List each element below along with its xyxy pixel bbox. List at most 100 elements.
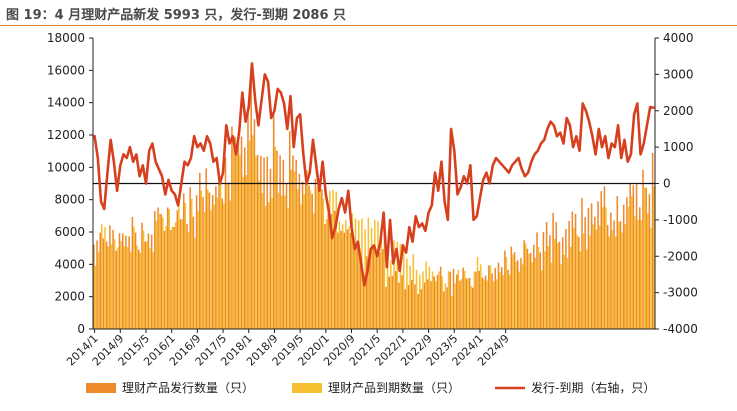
issued-bar — [433, 276, 436, 329]
matured-bar — [145, 241, 148, 329]
issued-bar — [195, 195, 198, 329]
matured-bar — [470, 285, 472, 329]
matured-bar — [274, 146, 276, 329]
matured-bar — [441, 276, 443, 329]
issued-bar — [247, 106, 249, 329]
issued-bar — [545, 221, 548, 329]
matured-bar — [547, 246, 549, 329]
issued-bar — [253, 119, 256, 330]
matured-bar — [104, 227, 106, 329]
net-line-group — [93, 62, 655, 287]
issued-bar — [491, 273, 493, 329]
matured-bar — [393, 240, 395, 329]
issued-bar — [642, 169, 644, 329]
issued-bar — [250, 81, 252, 329]
matured-bar — [483, 279, 485, 329]
matured-bar — [508, 274, 511, 329]
matured-bar — [300, 204, 302, 329]
matured-bar — [165, 226, 167, 329]
right-tick-label: -2000 — [663, 249, 698, 263]
chart-title: 图 19：4 月理财产品新发 5993 只，发行-到期 2086 只 — [6, 8, 347, 23]
right-tick-label: 0 — [663, 177, 671, 191]
matured-bar — [117, 247, 119, 329]
issued-bar — [594, 216, 596, 329]
issued-bar — [507, 269, 509, 329]
matured-bar — [643, 187, 646, 329]
issued-bar — [568, 220, 570, 329]
issued-bar — [488, 265, 490, 329]
matured-bar — [634, 215, 636, 329]
matured-bar — [110, 244, 113, 329]
issued-bar — [584, 217, 586, 329]
matured-bar — [560, 264, 562, 329]
issued-bar — [105, 241, 108, 329]
issued-bar — [462, 267, 464, 329]
issued-bar — [382, 249, 384, 329]
issued-bar — [240, 136, 243, 329]
issued-bar — [504, 250, 506, 329]
issued-bar — [115, 250, 118, 329]
issued-bar — [439, 266, 442, 329]
issued-bar — [468, 277, 471, 329]
issued-bar — [349, 232, 352, 329]
matured-bar — [181, 219, 183, 329]
matured-bar — [582, 233, 585, 329]
issued-bar — [622, 204, 625, 329]
matured-bar — [573, 227, 575, 329]
issued-bar — [314, 179, 317, 329]
issued-bar — [443, 291, 445, 329]
matured-bar — [113, 239, 116, 329]
matured-bar — [592, 224, 594, 329]
issued-bar — [526, 248, 529, 329]
matured-bar — [290, 169, 293, 329]
issued-bar — [221, 198, 224, 329]
matured-bar — [255, 156, 257, 329]
issued-bar — [125, 235, 127, 329]
issued-bar — [263, 157, 265, 329]
right-tick-label: -4000 — [663, 322, 698, 336]
issued-bar — [102, 238, 105, 329]
left-tick-label: 4000 — [54, 257, 85, 271]
issued-bar — [359, 254, 362, 329]
issued-bar — [372, 247, 374, 329]
issued-bar — [173, 227, 175, 329]
matured-bar — [187, 231, 190, 329]
issued-bar — [446, 287, 448, 329]
issued-bar — [645, 187, 647, 329]
matured-bar — [502, 275, 504, 329]
right-tick-label: -1000 — [663, 213, 698, 227]
issued-bar — [224, 157, 227, 329]
issued-bar — [558, 241, 561, 329]
matured-bar — [284, 195, 286, 329]
issued-bar — [160, 214, 163, 329]
issued-bar — [163, 230, 166, 329]
matured-bar — [200, 190, 203, 329]
matured-bar — [476, 257, 479, 329]
issued-bar — [99, 232, 102, 329]
matured-bar — [422, 271, 424, 329]
issued-bar — [182, 193, 185, 329]
matured-bar — [332, 189, 334, 329]
issued-bar — [394, 271, 397, 329]
matured-bar — [412, 254, 415, 329]
issued-bar — [211, 194, 214, 329]
issued-bar — [346, 229, 349, 329]
matured-bar — [229, 200, 232, 329]
matured-bar — [557, 243, 559, 329]
issued-bar — [378, 252, 381, 329]
matured-bar — [216, 197, 219, 329]
issued-bar — [610, 212, 612, 329]
matured-bar — [463, 270, 466, 329]
right-tick-label: 3000 — [663, 67, 694, 81]
issued-bar — [536, 232, 538, 329]
issued-bar — [581, 198, 583, 329]
matured-bar — [197, 211, 199, 329]
issued-bar — [279, 155, 281, 329]
matured-bar — [351, 213, 354, 329]
right-tick-label: 1000 — [663, 140, 694, 154]
matured-bar — [396, 242, 399, 329]
issued-bar — [613, 220, 615, 329]
matured-bar — [271, 198, 273, 329]
matured-bar — [207, 189, 209, 329]
matured-bar — [650, 228, 652, 329]
